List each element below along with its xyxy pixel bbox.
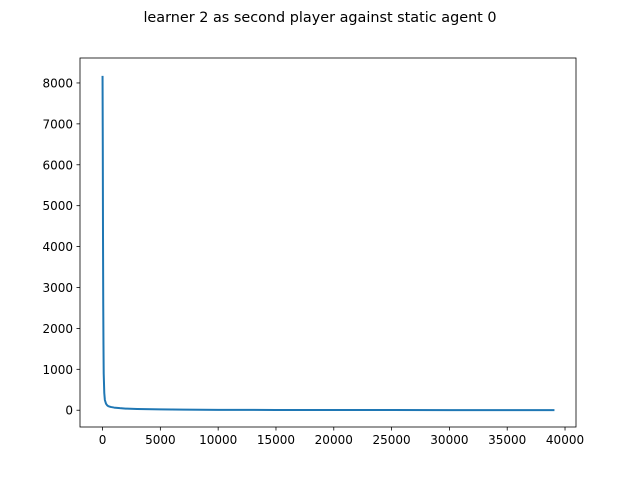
x-tick-label: 15000 — [257, 433, 295, 447]
series-line-0 — [101, 75, 555, 412]
x-tick-label: 5000 — [145, 433, 176, 447]
x-tick-label: 40000 — [546, 433, 584, 447]
x-tick-label: 35000 — [488, 433, 526, 447]
y-tick-label: 8000 — [42, 76, 73, 90]
y-tick-label: 4000 — [42, 240, 73, 254]
x-tick-label: 25000 — [372, 433, 410, 447]
y-tick-label: 2000 — [42, 322, 73, 336]
y-tick-label: 7000 — [42, 117, 73, 131]
x-tick-label: 10000 — [199, 433, 237, 447]
axes-frame — [79, 57, 577, 428]
y-tick-label: 1000 — [42, 363, 73, 377]
chart-title: learner 2 as second player against stati… — [143, 10, 496, 26]
y-tick-label: 6000 — [42, 158, 73, 172]
plot-area: 0 5000 10000 15000 20000 25000 30000 35000 40000… — [42, 57, 584, 447]
y-tick-label: 5000 — [42, 199, 73, 213]
y-tick-label: 0 — [65, 404, 73, 418]
x-tick-label: 20000 — [315, 433, 353, 447]
x-tick-label: 30000 — [430, 433, 468, 447]
y-tick-label: 3000 — [42, 281, 73, 295]
x-tick-label: 0 — [99, 433, 107, 447]
